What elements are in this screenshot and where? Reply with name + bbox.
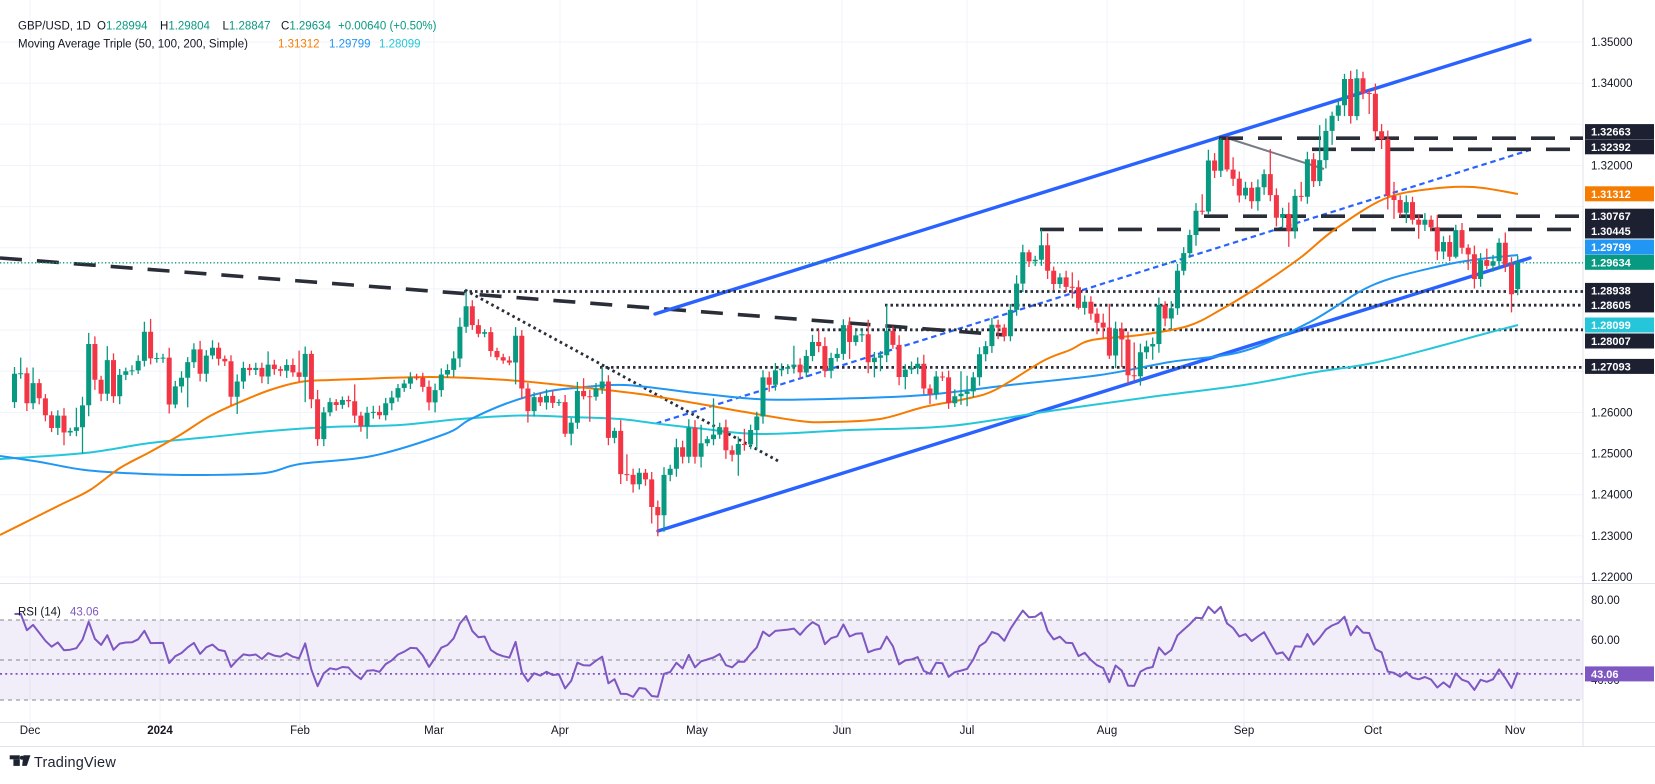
svg-text:Moving Average Triple (50, 100: Moving Average Triple (50, 100, 200, Sim… (18, 39, 248, 51)
svg-text:L1.28847: L1.28847 (223, 21, 271, 33)
svg-text:1.34000: 1.34000 (1591, 78, 1633, 90)
svg-text:Oct: Oct (1364, 725, 1383, 737)
svg-text:1.28938: 1.28938 (1591, 285, 1631, 297)
svg-text:1.29634: 1.29634 (1591, 257, 1632, 269)
svg-text:1.25000: 1.25000 (1591, 449, 1633, 461)
svg-text:TradingView: TradingView (34, 755, 116, 771)
svg-text:1.35000: 1.35000 (1591, 37, 1633, 49)
svg-text:RSI (14): RSI (14) (18, 607, 61, 619)
svg-text:1.28605: 1.28605 (1591, 300, 1631, 312)
svg-text:1.23000: 1.23000 (1591, 531, 1633, 543)
svg-text:Apr: Apr (551, 725, 569, 737)
svg-text:43.06: 43.06 (1591, 669, 1619, 681)
svg-text:1.29799: 1.29799 (329, 39, 371, 51)
svg-text:Jul: Jul (960, 725, 975, 737)
svg-text:GBP/USD, 1D: GBP/USD, 1D (18, 21, 91, 33)
svg-text:1.30445: 1.30445 (1591, 226, 1631, 238)
svg-text:H1.29804: H1.29804 (160, 21, 210, 33)
svg-text:1.22000: 1.22000 (1591, 572, 1633, 584)
svg-text:Feb: Feb (290, 725, 310, 737)
svg-text:Jun: Jun (833, 725, 852, 737)
svg-text:1.28099: 1.28099 (1591, 320, 1631, 332)
svg-text:Mar: Mar (424, 725, 444, 737)
svg-text:1.32392: 1.32392 (1591, 142, 1631, 154)
svg-text:+0.00640 (+0.50%): +0.00640 (+0.50%) (338, 21, 437, 33)
svg-text:O1.28994: O1.28994 (97, 21, 148, 33)
svg-text:Aug: Aug (1097, 725, 1117, 737)
svg-text:1.29799: 1.29799 (1591, 242, 1631, 254)
svg-text:May: May (686, 725, 708, 737)
svg-text:Sep: Sep (1234, 725, 1254, 737)
svg-text:1.32000: 1.32000 (1591, 161, 1633, 173)
svg-text:80.00: 80.00 (1591, 595, 1620, 607)
svg-text:1.27093: 1.27093 (1591, 361, 1631, 373)
svg-text:1.28007: 1.28007 (1591, 336, 1631, 348)
svg-text:2024: 2024 (147, 725, 173, 737)
svg-text:60.00: 60.00 (1591, 635, 1620, 647)
svg-text:1.30767: 1.30767 (1591, 211, 1631, 223)
svg-text:Nov: Nov (1505, 725, 1526, 737)
svg-text:1.32663: 1.32663 (1591, 127, 1631, 139)
svg-text:1.28099: 1.28099 (379, 39, 421, 51)
svg-text:43.06: 43.06 (70, 607, 99, 619)
svg-text:1.31312: 1.31312 (1591, 189, 1631, 201)
svg-text:1.24000: 1.24000 (1591, 490, 1633, 502)
svg-text:1.31312: 1.31312 (278, 39, 320, 51)
svg-text:1.26000: 1.26000 (1591, 407, 1633, 419)
svg-text:Dec: Dec (20, 725, 41, 737)
svg-text:C1.29634: C1.29634 (281, 21, 331, 33)
